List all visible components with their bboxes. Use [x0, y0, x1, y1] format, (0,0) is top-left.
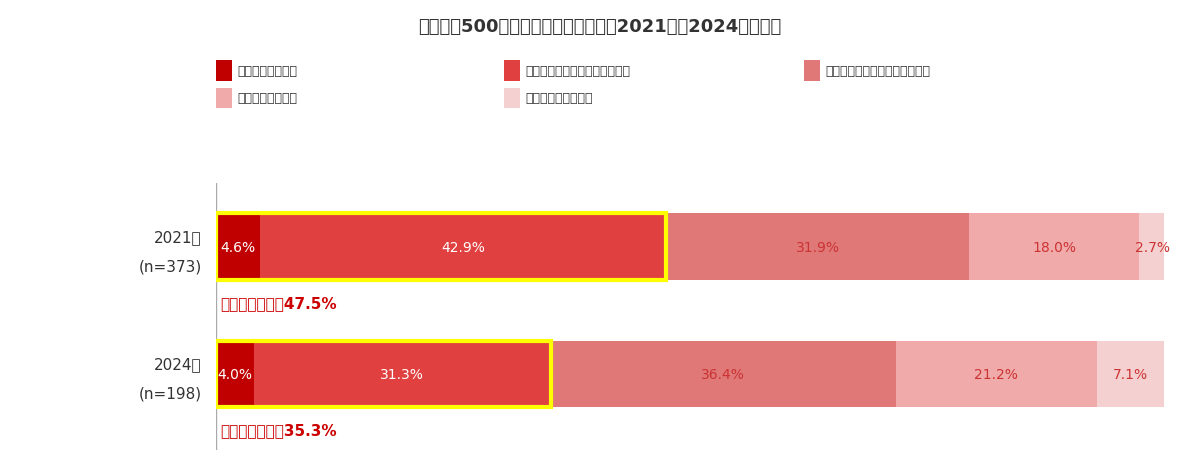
Text: 7.1%: 7.1%	[1112, 367, 1148, 381]
Bar	[1097, 341, 1164, 407]
Text: 18.0%: 18.0%	[1032, 240, 1076, 254]
Text: 4.0%: 4.0%	[217, 367, 252, 381]
Text: 全くゆとりがない: 全くゆとりがない	[238, 92, 298, 105]
Bar	[551, 341, 895, 407]
Bar	[895, 341, 1097, 407]
Text: 世帯年収500万以上の家計のゆとり：2021年と2024年の比較: 世帯年収500万以上の家計のゆとり：2021年と2024年の比較	[419, 18, 781, 36]
Bar	[216, 341, 551, 407]
Bar	[216, 341, 254, 407]
Text: 31.3%: 31.3%	[380, 367, 425, 381]
Text: どちらかといえばゆとりがある: どちらかといえばゆとりがある	[526, 65, 631, 78]
Bar	[968, 214, 1139, 280]
Bar	[254, 341, 551, 407]
Text: 2.7%: 2.7%	[1135, 240, 1170, 254]
Text: どちらかといえばゆとりがない: どちらかといえばゆとりがない	[826, 65, 931, 78]
Text: 十分ゆとりがある: 十分ゆとりがある	[238, 65, 298, 78]
Text: ゆとりがある：47.5%: ゆとりがある：47.5%	[221, 295, 337, 310]
Text: (n=198): (n=198)	[139, 385, 202, 400]
Text: 2021年: 2021年	[154, 230, 202, 244]
Bar	[666, 214, 968, 280]
Text: (n=373): (n=373)	[138, 258, 202, 274]
Bar	[259, 214, 666, 280]
Text: どちらともいえない: どちらともいえない	[526, 92, 593, 105]
Bar	[216, 214, 666, 280]
Text: 4.6%: 4.6%	[221, 240, 256, 254]
Text: 2024年: 2024年	[154, 356, 202, 371]
Text: ゆとりがある：35.3%: ゆとりがある：35.3%	[221, 422, 337, 437]
Bar	[216, 214, 259, 280]
Text: 31.9%: 31.9%	[796, 240, 840, 254]
Text: 36.4%: 36.4%	[701, 367, 745, 381]
Text: 21.2%: 21.2%	[974, 367, 1018, 381]
Text: 42.9%: 42.9%	[442, 240, 485, 254]
Bar	[1139, 214, 1165, 280]
